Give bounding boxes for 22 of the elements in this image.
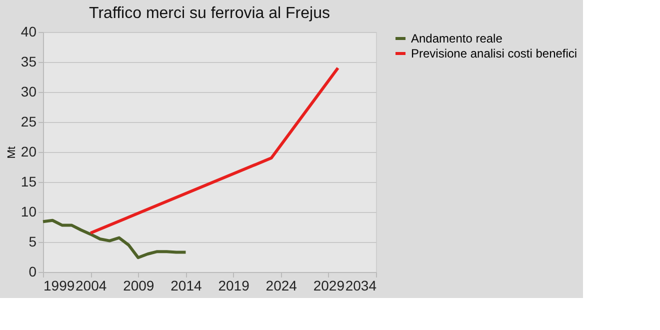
x-tick-label: 2004 [75,278,107,294]
x-tick-label: 2029 [313,278,345,294]
chart-title: Traffico merci su ferrovia al Frejus [89,5,330,22]
x-tick-label: 2024 [266,278,298,294]
y-axis-title: Mt [6,146,18,159]
x-tick-label: 2009 [123,278,154,294]
y-tick-label: 10 [20,204,37,220]
y-tick-label: 20 [20,144,37,160]
y-tick-label: 25 [20,114,37,130]
x-tick-label: 1999 [44,278,75,294]
legend-label: Andamento reale [411,32,503,46]
x-tick-label: 2034 [345,278,377,294]
x-tick-label: 2019 [218,278,250,294]
y-tick-label: 35 [20,54,37,70]
y-tick-label: 5 [28,234,37,250]
y-tick-label: 0 [28,264,37,280]
x-tick-label: 2014 [170,278,202,294]
line-series [42,218,188,260]
legend-label: Previsione analisi costi benefici [411,46,578,60]
y-tick-label: 15 [20,174,37,190]
y-tick-label: 30 [20,84,37,100]
y-tick-label: 40 [20,24,37,40]
